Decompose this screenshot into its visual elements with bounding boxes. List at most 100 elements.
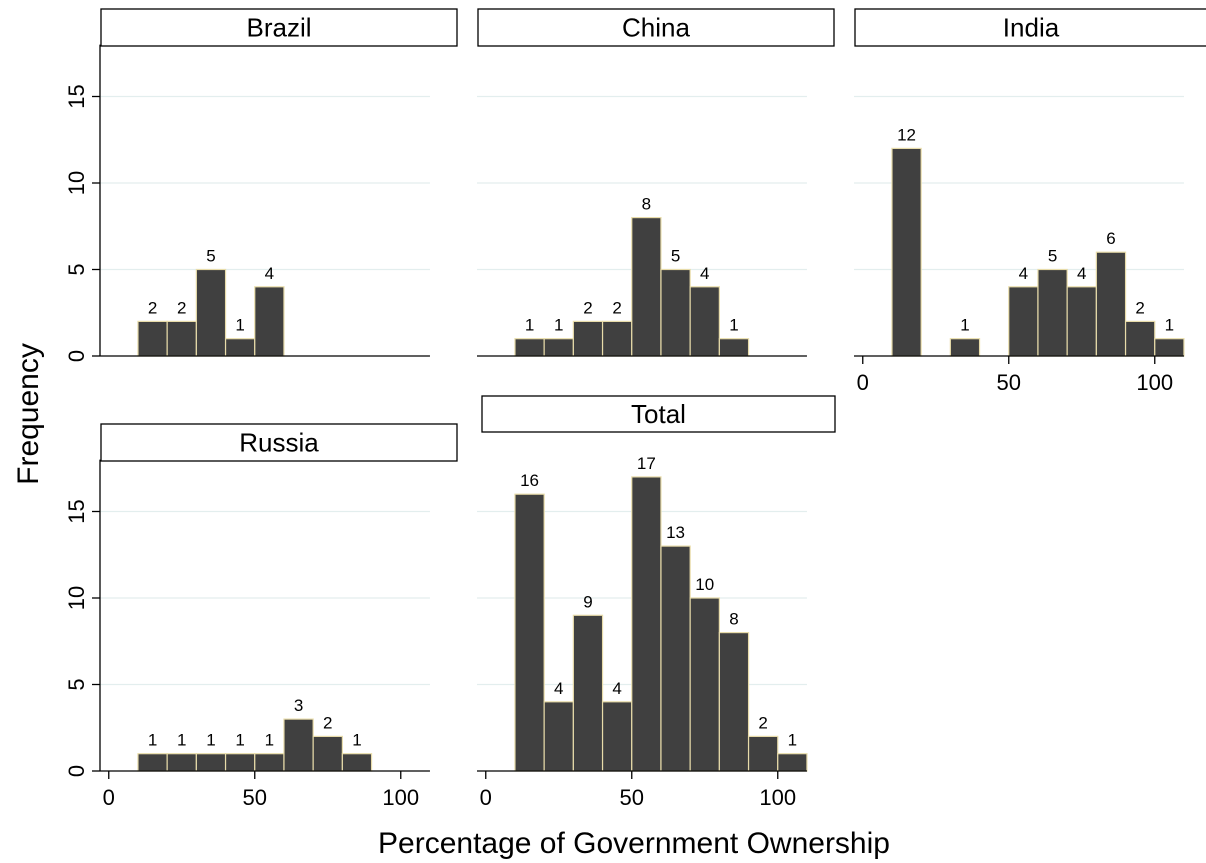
histogram-bar [891, 147, 922, 357]
histogram-bar [543, 701, 574, 772]
x-tick-label: 0 [480, 785, 492, 810]
x-tick-label: 0 [857, 370, 869, 395]
y-tick-label: 5 [64, 263, 89, 275]
bar-value-label: 2 [1135, 298, 1144, 317]
histogram-bar [949, 338, 981, 357]
bar-value-label: 12 [897, 125, 916, 144]
panel-title: Total [631, 399, 686, 429]
x-tick-label: 0 [103, 785, 115, 810]
bar-value-label: 6 [1106, 229, 1115, 248]
histogram-bar [1037, 268, 1068, 357]
bar-value-label: 4 [612, 679, 621, 698]
x-axis-title: Percentage of Government Ownership [378, 827, 890, 860]
y-tick-label: 15 [64, 499, 89, 523]
bar-value-label: 10 [695, 575, 714, 594]
x-tick-label: 50 [620, 785, 644, 810]
bar-value-label: 8 [642, 195, 651, 214]
histogram-bar [1008, 286, 1039, 357]
histogram-bar [689, 597, 720, 772]
bar-value-label: 2 [177, 298, 186, 317]
bar-value-label: 13 [666, 523, 685, 542]
histogram-bar [137, 320, 168, 357]
panel-title: Russia [239, 428, 319, 458]
histogram-bar [1124, 320, 1156, 357]
histogram-bar [283, 718, 314, 772]
bar-value-label: 2 [612, 298, 621, 317]
histogram-bar [341, 753, 373, 772]
histogram-bar [718, 338, 750, 357]
panel-title: China [622, 13, 690, 43]
y-tick-label: 0 [64, 350, 89, 362]
panel-header [477, 8, 835, 47]
histogram-bar [224, 338, 256, 357]
histogram-bar [195, 753, 227, 772]
bar-value-label: 2 [583, 298, 592, 317]
histogram-bar [543, 338, 574, 357]
bar-value-label: 17 [637, 454, 656, 473]
bar-value-label: 2 [758, 713, 767, 732]
panel-header [854, 8, 1206, 47]
histogram-bar [777, 753, 808, 772]
histogram-bar [254, 753, 285, 772]
histogram-bar [572, 614, 604, 772]
histogram-bar [631, 217, 662, 357]
bar-value-label: 8 [729, 610, 738, 629]
y-axis-title: Frequency [12, 343, 45, 485]
bar-value-label: 4 [1019, 264, 1028, 283]
bar-value-label: 4 [554, 679, 563, 698]
histogram-bar [660, 545, 691, 772]
histogram-bar [1095, 251, 1127, 357]
histogram-bar [166, 320, 197, 357]
bar-value-label: 4 [1077, 264, 1086, 283]
x-tick-label: 100 [1136, 370, 1173, 395]
x-tick-label: 50 [997, 370, 1021, 395]
bar-value-label: 4 [265, 264, 274, 283]
histogram-bar [195, 268, 227, 357]
histogram-bar [601, 701, 633, 772]
y-tick-label: 10 [64, 586, 89, 610]
bar-value-label: 5 [206, 247, 215, 266]
panel-china: China 1 1 2 2 8 5 4 1 [477, 8, 835, 357]
histogram-bar [224, 753, 256, 772]
bar-value-label: 1 [960, 316, 969, 335]
y-tick-label: 10 [64, 171, 89, 195]
histogram-bar [689, 286, 720, 357]
histogram-bar [254, 286, 285, 357]
panel-title: India [1003, 13, 1060, 43]
histogram-bar [514, 338, 545, 357]
bar-value-label: 2 [148, 298, 157, 317]
bar-value-label: 5 [671, 247, 680, 266]
x-tick-label: 100 [382, 785, 419, 810]
histogram-bar [137, 753, 168, 772]
panel-brazil: Brazil 2 2 5 1 4 0 5 10 15 [64, 8, 458, 362]
bar-value-label: 1 [554, 316, 563, 335]
bar-value-label: 9 [583, 592, 592, 611]
histogram-bar [572, 320, 604, 357]
panel-title: Brazil [246, 13, 311, 43]
bar-value-label: 1 [177, 731, 186, 750]
panel-header [100, 423, 458, 462]
bar-value-label: 1 [265, 731, 274, 750]
y-tick-label: 0 [64, 765, 89, 777]
bar-value-label: 1 [235, 316, 244, 335]
histogram-bar [514, 493, 545, 772]
histogram-bar [718, 631, 750, 772]
histogram-bar [631, 476, 662, 772]
histogram-bar [1066, 286, 1097, 357]
panel-india: India 12 1 4 5 4 6 2 1 0 50 100 [854, 8, 1206, 395]
bar-value-label: 1 [1165, 316, 1174, 335]
panel-header [100, 8, 458, 47]
bar-value-label: 1 [525, 316, 534, 335]
histogram-bar [660, 268, 691, 357]
bar-value-label: 1 [206, 731, 215, 750]
x-tick-label: 50 [243, 785, 267, 810]
histogram-bar [601, 320, 633, 357]
bar-value-label: 1 [235, 731, 244, 750]
bar-value-label: 1 [352, 731, 361, 750]
histogram-bar [1154, 338, 1185, 357]
histogram-bar [166, 753, 197, 772]
bar-value-label: 1 [729, 316, 738, 335]
